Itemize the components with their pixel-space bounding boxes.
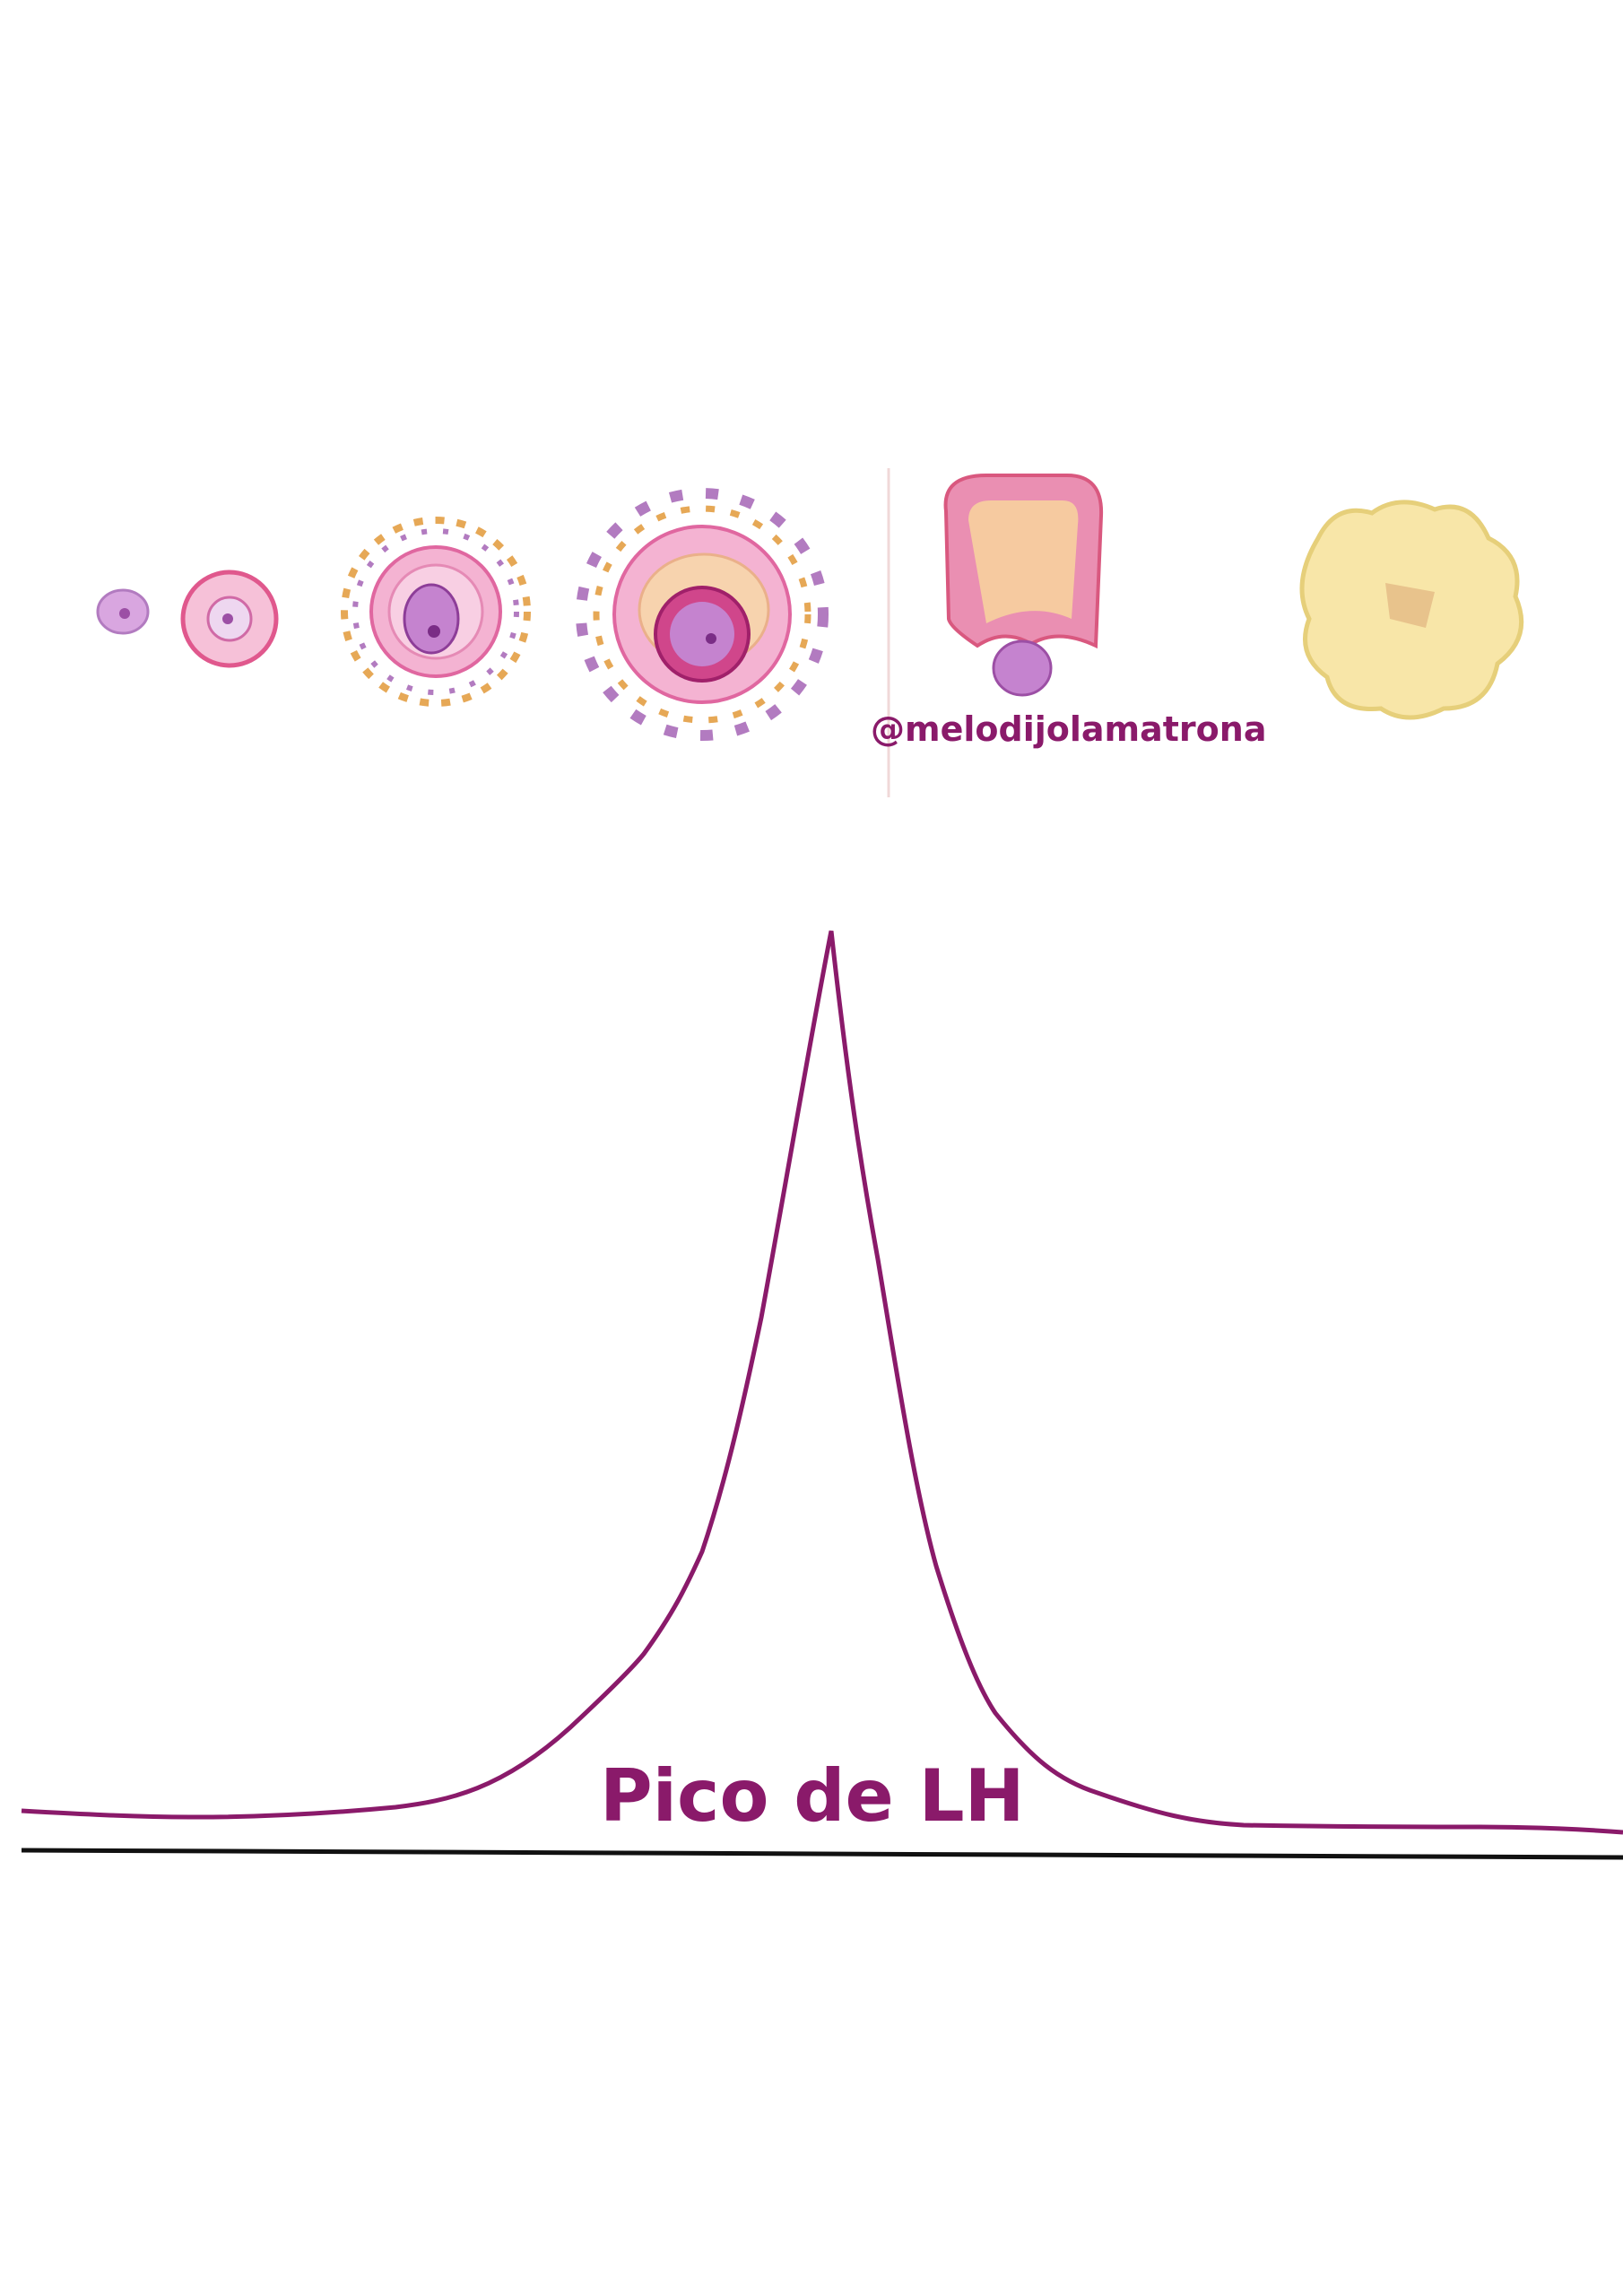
baseline: [21, 1848, 1623, 1860]
curve-label: Pico de LH: [600, 1754, 1025, 1838]
lh-curve: [21, 930, 1623, 1835]
follicle-stages: [96, 468, 1524, 797]
watermark: @melodijolamatrona: [871, 709, 1266, 749]
